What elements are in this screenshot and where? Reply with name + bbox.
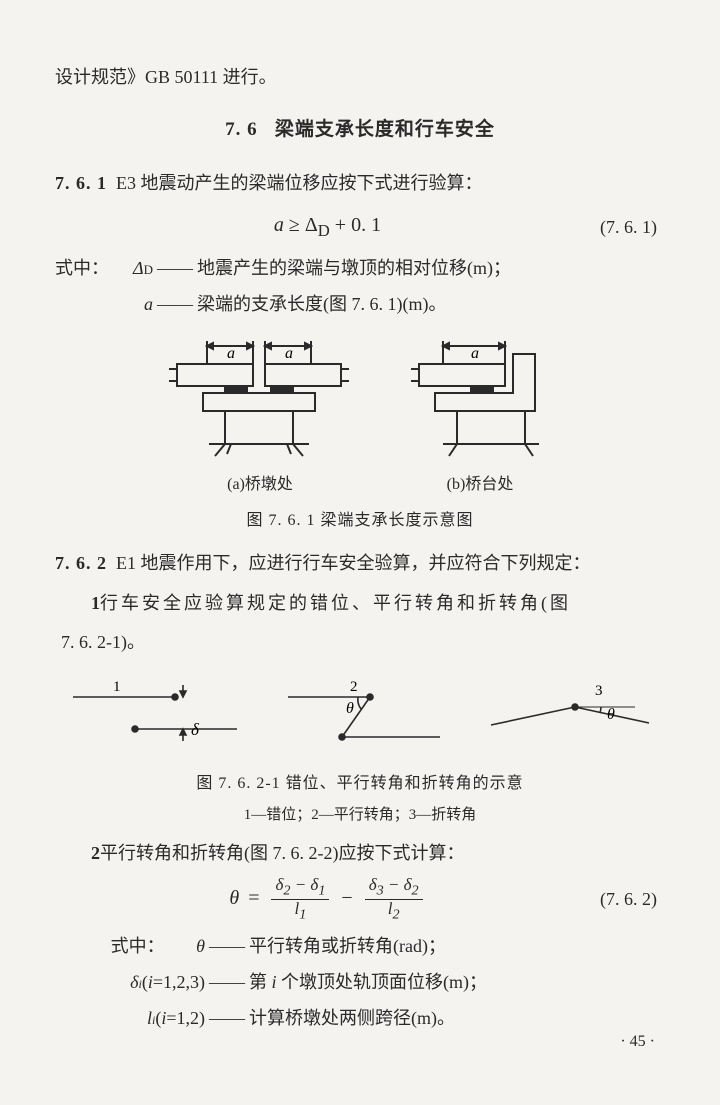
where-block-2: 式中： θ —— 平行转角或折转角(rad)； δi(i=1,2,3) —— 第… — [55, 929, 665, 1036]
item-1: 1 行车安全应验算规定的错位、平行转角和折转角(图 — [55, 586, 665, 620]
where-sym-a: a — [129, 287, 153, 321]
clause-num: 7. 6. 1 — [55, 173, 107, 193]
where-sym-delta-i: δi(i=1,2,3) — [55, 965, 205, 999]
where-label-row: 式中： θ — [55, 929, 205, 963]
formula-body: a ≥ ΔD + 0. 1 — [55, 206, 600, 247]
offset-diagram-icon: 1 δ — [65, 677, 245, 757]
clause-text: E3 地震动产生的梁端位移应按下式进行验算： — [116, 173, 483, 193]
item-num: 2 — [55, 836, 100, 870]
item-2: 2 平行转角和折转角(图 7. 6. 2-2)应按下式计算： — [55, 836, 665, 870]
theta-label: θ — [607, 706, 615, 723]
formula-7-6-2: θ = δ2 − δ1 l1 − δ3 − δ2 l2 (7. 6. 2) — [55, 876, 665, 923]
page-number: · 45 · — [620, 1027, 655, 1057]
item-1-cont: 7. 6. 2-1)。 — [61, 625, 665, 659]
where-line-2: a —— 梁端的支承长度(图 7. 6. 1)(m)。 — [55, 287, 665, 321]
figure-caption: 图 7. 6. 1 梁端支承长度示意图 — [55, 506, 665, 536]
figure-caption: 图 7. 6. 2-1 错位、平行转角和折转角的示意 — [55, 769, 665, 799]
clause-7-6-2: 7. 6. 2 E1 地震作用下，应进行行车安全验算，并应符合下列规定： — [55, 546, 665, 580]
where-sym-l-i: li(i=1,2) — [55, 1001, 205, 1035]
theta-label: θ — [346, 700, 354, 717]
where-text: 平行转角或折转角(rad)； — [249, 929, 446, 963]
clause-7-6-1: 7. 6. 1 E3 地震动产生的梁端位移应按下式进行验算： — [55, 166, 665, 200]
where-label: 式中： — [55, 251, 111, 285]
fraction-1: δ2 − δ1 l1 — [271, 876, 329, 923]
clause-text: E1 地震作用下，应进行行车安全验算，并应符合下列规定： — [116, 553, 591, 573]
section-title: 7. 6 梁端支承长度和行车安全 — [55, 112, 665, 148]
dim-a-label: a — [471, 345, 479, 362]
abutment-diagram-icon: a — [405, 336, 555, 466]
where-sym-delta: ΔD — [111, 251, 153, 285]
formula-body: θ = δ2 − δ1 l1 − δ3 − δ2 l2 — [55, 876, 600, 923]
subfig-b-caption: (b)桥台处 — [447, 470, 514, 500]
parallel-angle-diagram-icon: 2 θ — [280, 677, 450, 757]
theta: θ — [229, 887, 239, 909]
where-line-1: 式中： ΔD —— 地震产生的梁端与墩顶的相对位移(m)； — [55, 251, 665, 285]
figure-subcaption: 1—错位；2—平行转角；3—折转角 — [55, 801, 665, 830]
equation-number: (7. 6. 2) — [600, 882, 665, 916]
formula-7-6-1: a ≥ ΔD + 0. 1 (7. 6. 1) — [55, 206, 665, 247]
dim-a-label: a — [227, 345, 235, 362]
where-text: 地震产生的梁端与墩顶的相对位移(m)； — [197, 251, 511, 285]
figure-7-6-2-1: 1 δ 2 θ 3 θ — [55, 677, 665, 757]
item-text: 平行转角和折转角(图 7. 6. 2-2)应按下式计算： — [100, 836, 665, 870]
dim-a-label: a — [285, 345, 293, 362]
item-text: 行车安全应验算规定的错位、平行转角和折转角(图 — [100, 586, 665, 620]
clause-num: 7. 6. 2 — [55, 553, 107, 573]
where-text: 计算桥墩处两侧跨径(m)。 — [249, 1001, 455, 1035]
bend-angle-diagram-icon: 3 θ — [485, 677, 655, 757]
item-num: 1 — [55, 586, 100, 620]
section-name: 梁端支承长度和行车安全 — [275, 119, 495, 140]
delta-label: δ — [191, 720, 200, 739]
subfig-a-caption: (a)桥墩处 — [227, 470, 293, 500]
subfig-b: a (b)桥台处 — [405, 336, 555, 500]
where-text: 梁端的支承长度(图 7. 6. 1)(m)。 — [197, 287, 446, 321]
subfig-a: a a (a)桥墩处 — [165, 336, 355, 500]
section-num: 7. 6 — [225, 119, 258, 140]
top-paragraph: 设计规范》GB 50111 进行。 — [55, 60, 665, 94]
num-label: 2 — [350, 679, 358, 695]
where-text: 第 i 个墩顶处轨顶面位移(m)； — [249, 965, 487, 999]
fraction-2: δ3 − δ2 l2 — [365, 876, 423, 923]
num-label: 3 — [595, 683, 603, 699]
pier-diagram-icon: a a — [165, 336, 355, 466]
num-label: 1 — [113, 679, 121, 695]
equation-number: (7. 6. 1) — [600, 210, 665, 244]
figure-7-6-1: a a (a)桥墩处 — [55, 336, 665, 537]
figure-caption-block: 图 7. 6. 2-1 错位、平行转角和折转角的示意 1—错位；2—平行转角；3… — [55, 769, 665, 830]
